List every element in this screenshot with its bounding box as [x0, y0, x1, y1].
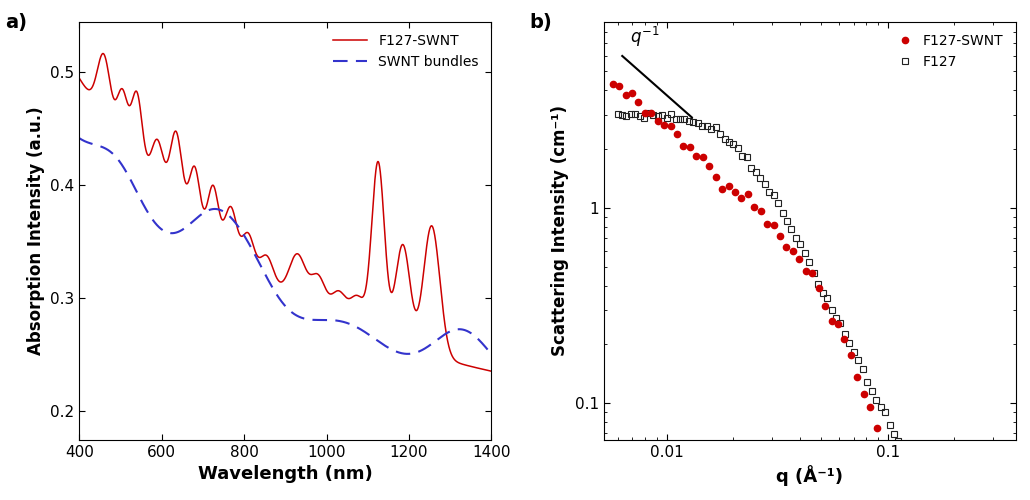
F127-SWNT	[433, 269, 445, 275]
SWNT bundles	[144, 214, 157, 220]
F127-SWNT	[249, 248, 262, 254]
F127-SWNT	[877, 442, 889, 448]
SWNT bundles	[485, 352, 497, 358]
F127	[612, 110, 624, 116]
Line: SWNT bundles: SWNT bundles	[79, 138, 491, 354]
SWNT bundles	[477, 342, 489, 347]
F127	[643, 110, 655, 116]
Legend: F127-SWNT, F127: F127-SWNT, F127	[892, 28, 1009, 74]
SWNT bundles	[121, 169, 133, 175]
SWNT bundles	[249, 252, 262, 258]
F127-SWNT	[696, 154, 709, 160]
F127-SWNT	[232, 225, 244, 231]
F127	[808, 270, 820, 276]
SWNT bundles	[231, 222, 243, 228]
F127-SWNT	[851, 374, 863, 380]
SWNT bundles	[73, 135, 85, 141]
F127	[844, 340, 856, 346]
X-axis label: Wavelength (nm): Wavelength (nm)	[198, 465, 373, 483]
F127	[620, 112, 632, 118]
F127	[723, 140, 735, 145]
F127-SWNT	[73, 75, 85, 81]
F127-SWNT	[485, 368, 497, 374]
Text: $q^{-1}$: $q^{-1}$	[629, 26, 659, 50]
F127-SWNT	[690, 153, 702, 159]
F127-SWNT	[97, 50, 109, 56]
Line: F127-SWNT: F127-SWNT	[610, 81, 983, 500]
Legend: F127-SWNT, SWNT bundles: F127-SWNT, SWNT bundles	[328, 28, 484, 74]
F127	[727, 140, 740, 146]
Line: F127-SWNT: F127-SWNT	[79, 54, 491, 371]
Text: b): b)	[529, 13, 552, 32]
F127-SWNT	[607, 82, 619, 87]
F127-SWNT	[144, 150, 157, 156]
Text: a): a)	[5, 13, 27, 32]
Y-axis label: Absorption Intensity (a.u.): Absorption Intensity (a.u.)	[27, 106, 44, 355]
F127-SWNT	[121, 96, 133, 102]
SWNT bundles	[433, 336, 445, 342]
Line: F127: F127	[615, 110, 1008, 500]
Y-axis label: Scattering Intensity (cm⁻¹): Scattering Intensity (cm⁻¹)	[551, 105, 570, 356]
F127-SWNT	[477, 366, 489, 372]
X-axis label: q (Å⁻¹): q (Å⁻¹)	[777, 465, 844, 486]
